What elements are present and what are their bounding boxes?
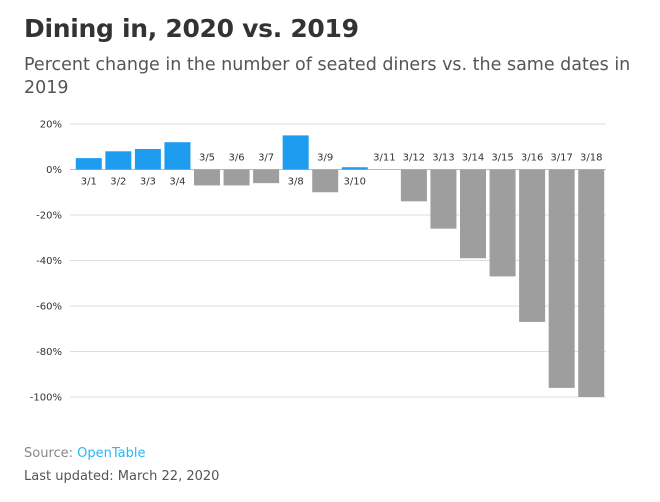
- bar-3-8: [282, 135, 309, 170]
- chart-title: Dining in, 2020 vs. 2019: [24, 14, 359, 43]
- bar-3-17: [548, 169, 575, 388]
- x-category-label: 3/4: [169, 177, 185, 188]
- bar-3-18: [578, 169, 605, 397]
- last-updated: Last updated: March 22, 2020: [24, 469, 220, 484]
- bar-3-7: [253, 169, 280, 184]
- x-category-label: 3/9: [317, 153, 333, 164]
- bar-3-9: [312, 169, 339, 193]
- bar-3-1: [75, 158, 102, 170]
- chart-subtitle: Percent change in the number of seated d…: [24, 55, 631, 98]
- bar-3-5: [194, 169, 220, 186]
- x-category-label: 3/13: [432, 153, 454, 164]
- x-category-label: 3/16: [521, 153, 543, 164]
- x-category-label: 3/2: [110, 177, 126, 188]
- y-tick-label: -40%: [36, 256, 62, 267]
- x-category-label: 3/17: [550, 153, 572, 164]
- x-category-label: 3/7: [258, 153, 274, 164]
- bar-3-12: [400, 169, 427, 202]
- bar-3-4: [164, 142, 191, 170]
- x-category-label: 3/14: [462, 153, 484, 164]
- bar-chart: 20% 0% -20% -40% -60% -80% -100% 3/1 3/2 3/3 3/4 3/…: [30, 120, 606, 404]
- source-label: Source:: [24, 446, 74, 461]
- y-tick-label: -60%: [36, 302, 62, 313]
- x-category-label: 3/1: [81, 177, 97, 188]
- x-category-label: 3/18: [580, 153, 602, 164]
- source-link[interactable]: OpenTable: [77, 446, 146, 461]
- x-category-label: 3/11: [373, 153, 395, 164]
- x-category-label: 3/3: [140, 177, 156, 188]
- x-category-label: 3/5: [199, 153, 215, 164]
- bar-3-15: [489, 169, 516, 277]
- y-tick-label: 20%: [40, 120, 62, 131]
- bar-3-14: [460, 169, 486, 259]
- bar-3-6: [223, 169, 250, 186]
- x-category-label: 3/15: [491, 153, 513, 164]
- source-line: Source: OpenTable: [24, 446, 146, 461]
- x-category-label: 3/12: [403, 153, 425, 164]
- x-category-label: 3/6: [229, 153, 245, 164]
- y-tick-label: -100%: [30, 393, 62, 404]
- bar-3-16: [519, 169, 546, 322]
- y-tick-label: -20%: [36, 211, 62, 222]
- x-category-label: 3/10: [344, 177, 366, 188]
- bar-3-10: [341, 167, 368, 170]
- bar-3-2: [105, 151, 132, 170]
- y-tick-label: 0%: [46, 165, 62, 176]
- x-category-label: 3/8: [288, 177, 304, 188]
- bar-3-13: [430, 169, 457, 229]
- bar-3-3: [134, 149, 161, 170]
- y-tick-label: -80%: [36, 347, 62, 358]
